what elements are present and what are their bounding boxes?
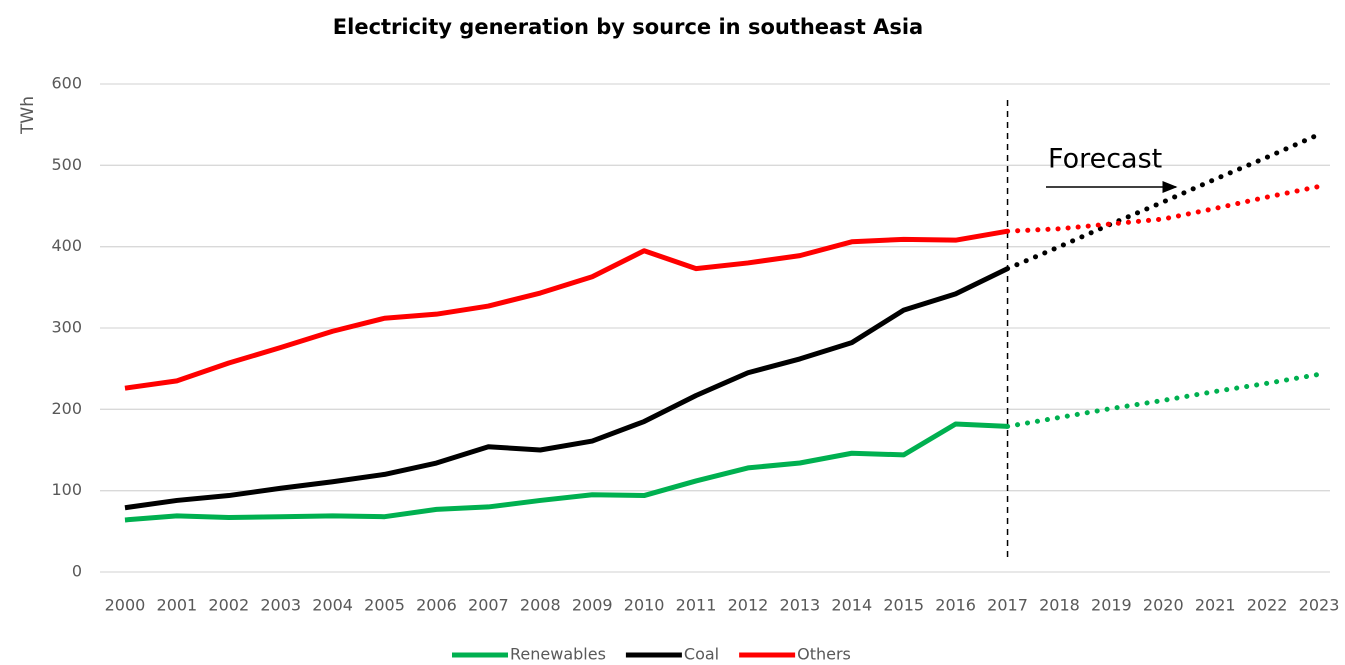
x-tick-label: 2008 — [520, 596, 561, 615]
x-tick-label: 2011 — [676, 596, 717, 615]
x-tick-label: 2006 — [416, 596, 457, 615]
x-tick-label: 2001 — [157, 596, 198, 615]
x-tick-label: 2012 — [728, 596, 769, 615]
y-tick-label: 0 — [72, 562, 82, 581]
y-axis-title: TWh — [18, 96, 38, 135]
legend-label: Others — [797, 645, 851, 664]
line — [124, 266, 1009, 511]
x-tick-label: 2018 — [1039, 596, 1080, 615]
x-tick-label: 2015 — [883, 596, 924, 615]
chart-title: Electricity generation by source in sout… — [333, 15, 923, 39]
x-tick-label: 2021 — [1195, 596, 1236, 615]
forecast-line — [1005, 371, 1322, 429]
x-tick-label: 2022 — [1247, 596, 1288, 615]
y-tick-label: 300 — [51, 318, 82, 337]
x-tick-label: 2019 — [1091, 596, 1132, 615]
x-tick-label: 2007 — [468, 596, 509, 615]
x-tick-label: 2000 — [105, 596, 146, 615]
x-tick-label: 2017 — [987, 596, 1028, 615]
x-tick-label: 2013 — [780, 596, 821, 615]
y-tick-label: 400 — [51, 236, 82, 255]
x-tick-label: 2014 — [831, 596, 872, 615]
x-tick-label: 2002 — [208, 596, 249, 615]
legend-label: Renewables — [510, 645, 606, 664]
y-tick-label: 100 — [51, 480, 82, 499]
line — [124, 228, 1008, 391]
line — [124, 421, 1008, 523]
x-tick-label: 2010 — [624, 596, 665, 615]
x-tick-label: 2003 — [260, 596, 301, 615]
x-tick-label: 2023 — [1299, 596, 1340, 615]
x-tick-label: 2020 — [1143, 596, 1184, 615]
y-tick-label: 600 — [51, 74, 82, 93]
y-tick-label: 500 — [51, 155, 82, 174]
x-tick-label: 2016 — [935, 596, 976, 615]
forecast-line — [1005, 183, 1322, 234]
x-tick-label: 2009 — [572, 596, 613, 615]
legend-label: Coal — [684, 645, 719, 664]
x-tick-label: 2004 — [312, 596, 353, 615]
y-tick-label: 200 — [51, 399, 82, 418]
forecast-line — [1005, 131, 1322, 272]
x-tick-label: 2005 — [364, 596, 405, 615]
forecast-label: Forecast — [1048, 144, 1162, 175]
